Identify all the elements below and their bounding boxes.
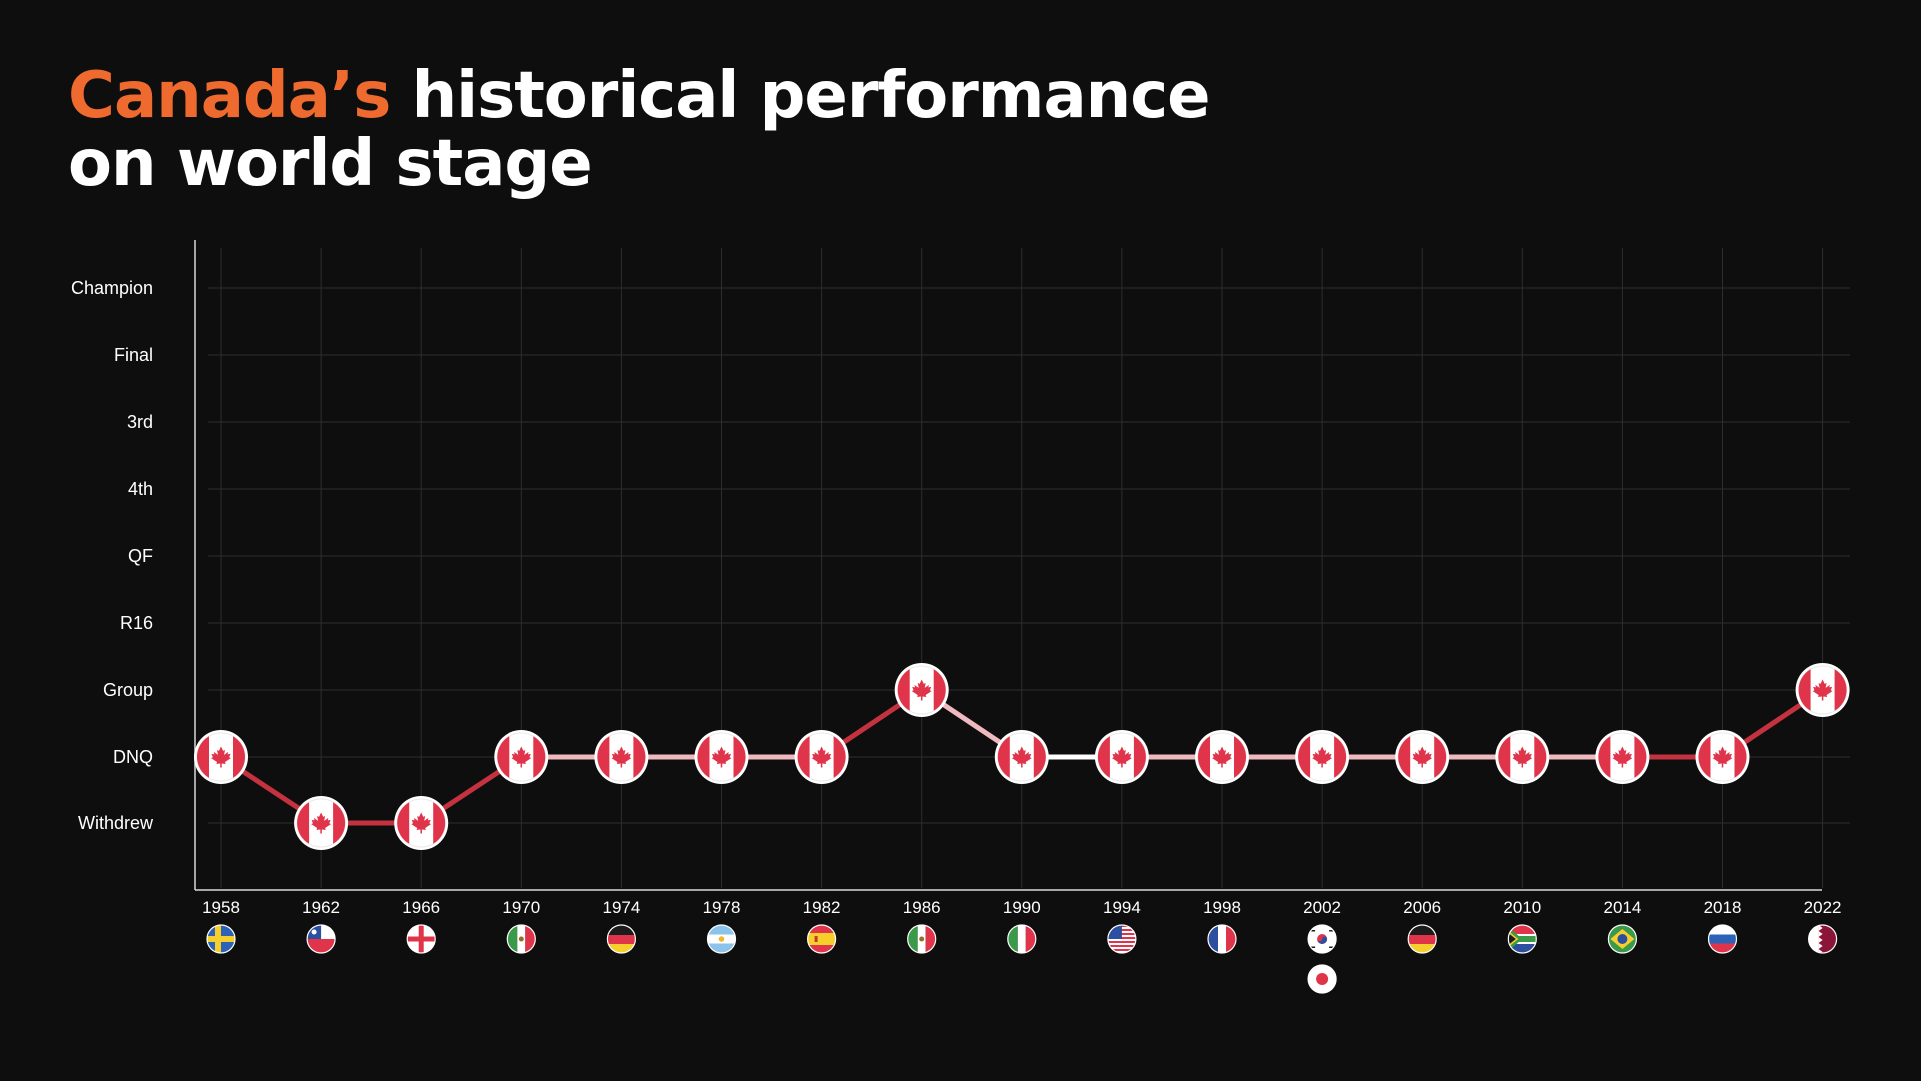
x-tick-label: 1994 [1103,898,1141,917]
canada-flag-marker [494,730,549,784]
mexico-flag-icon [907,924,937,954]
chart-title: Canada’s historical performance on world … [68,59,1211,201]
x-tick-label: 1970 [502,898,540,917]
canada-flag-marker [394,796,449,850]
england-flag-icon [406,924,436,954]
canada-flag-marker [894,663,949,717]
title-line1-rest: historical performance [390,59,1211,133]
y-tick-label: 4th [128,479,153,499]
canada-flag-marker [1595,730,1650,784]
x-tick-label: 1982 [803,898,841,917]
canada-flag-marker [594,730,649,784]
x-axis-labels: 1958 1962 1966 1970 1974 1978 1982 1986 1990 1994… [202,898,1841,917]
y-tick-label: Group [103,680,153,700]
argentina-flag-icon [706,924,737,954]
y-tick-label: R16 [120,613,153,633]
x-tick-label: 1958 [202,898,240,917]
y-tick-label: 3rd [127,412,153,432]
x-tick-label: 1990 [1003,898,1041,917]
mexico-flag-icon [506,924,536,954]
canada-flag-marker [1295,730,1350,784]
canada-flag-marker [1395,730,1450,784]
canada-flag-marker [694,730,749,784]
x-tick-label: 1962 [302,898,340,917]
brazil-flag-icon [1607,924,1638,954]
canada-flag-marker [994,730,1049,784]
y-tick-label: QF [128,546,153,566]
title-highlight: Canada’s [68,59,391,133]
japan-flag-icon [1307,964,1337,994]
chile-flag-icon [306,924,336,954]
x-tick-label: 2014 [1603,898,1641,917]
x-tick-label: 2010 [1503,898,1541,917]
y-tick-label: Final [114,345,153,365]
south-korea-flag-icon [1307,924,1337,954]
canada-flag-marker [1695,730,1750,784]
x-tick-label: 2018 [1704,898,1742,917]
x-tick-label: 1974 [602,898,640,917]
sweden-flag-icon [206,924,236,954]
canada-flag-marker [1795,663,1850,717]
x-tick-label: 1998 [1203,898,1241,917]
host-flags [206,924,1838,994]
spain-flag-icon [806,924,837,954]
y-tick-label: Champion [71,278,153,298]
series-markers [194,663,1850,850]
russia-flag-icon [1707,924,1738,954]
germany-flag-icon [1407,924,1437,954]
title-line2: on world stage [68,127,593,201]
grid [208,248,1850,888]
canada-flag-marker [794,730,849,784]
x-tick-label: 1966 [402,898,440,917]
france-flag-icon [1207,924,1237,954]
x-tick-label: 2006 [1403,898,1441,917]
x-tick-label: 2022 [1804,898,1842,917]
canada-flag-marker [194,730,248,784]
x-tick-label: 2002 [1303,898,1341,917]
y-axis-labels: Withdrew DNQ Group R16 QF 4th 3rd Final Champion [71,278,154,833]
canada-flag-marker [1495,730,1550,784]
axes [194,240,1822,891]
germany-flag-icon [606,924,637,954]
italy-flag-icon [1007,924,1037,954]
canada-flag-marker [1094,730,1149,784]
canada-flag-marker [1195,730,1249,784]
y-tick-label: DNQ [113,747,153,767]
south-africa-flag-icon [1507,924,1537,954]
qatar-flag-icon [1807,924,1838,954]
x-tick-label: 1978 [703,898,741,917]
usa-flag-icon [1107,924,1137,954]
y-tick-label: Withdrew [78,813,154,833]
x-tick-label: 1986 [903,898,941,917]
canada-flag-marker [294,796,349,850]
